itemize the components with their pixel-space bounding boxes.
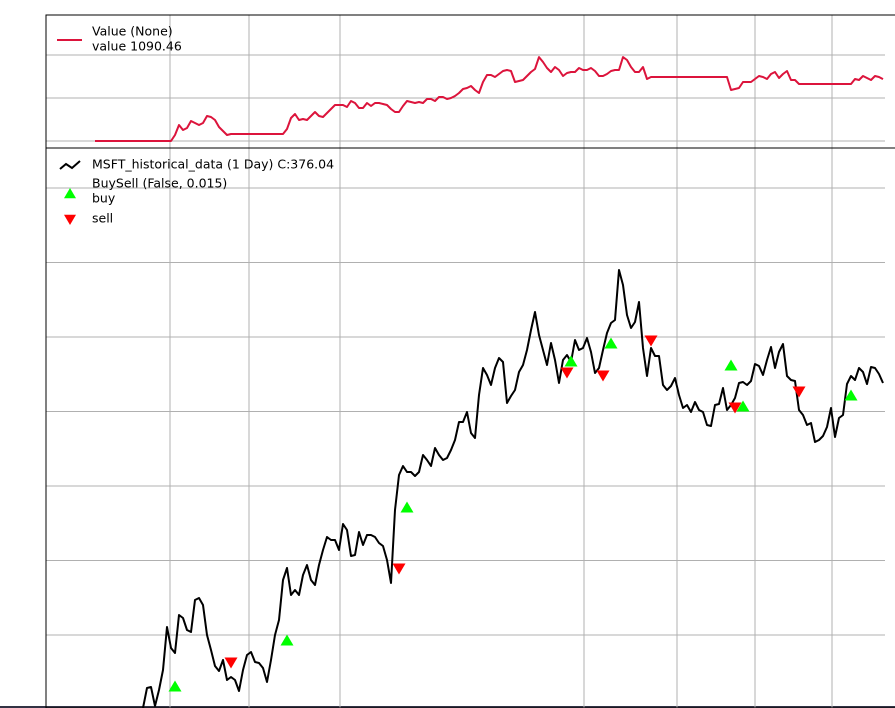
buy-marker [564,355,578,367]
legend-icon [59,160,81,170]
buy-marker [736,400,750,412]
buy-marker [400,501,414,513]
sell-marker [596,370,610,382]
legend-label: Value (None) [92,24,173,39]
legend-label: sell [92,211,113,226]
sell-marker [644,335,658,347]
plot-frame [45,147,895,708]
sell-marker [728,402,742,414]
legend-label: MSFT_historical_data (1 Day) C:376.04 [92,157,334,172]
sell-marker [560,367,574,379]
buy-marker [844,389,858,401]
data-line [95,56,884,142]
legend-note: value 1090.46 [92,39,182,54]
buy-marker [724,359,738,371]
buy-marker [168,680,182,692]
data-line [142,269,884,708]
buy-marker [280,634,294,646]
sell-marker [392,563,406,575]
legend-icon [64,188,76,199]
sell-marker [792,386,806,398]
legend-indicator: BuySell (False, 0.015) [92,176,227,191]
sell-marker [224,657,238,669]
buy-marker [604,337,618,349]
legend-label: buy [92,191,116,206]
legend-icon [64,214,76,225]
